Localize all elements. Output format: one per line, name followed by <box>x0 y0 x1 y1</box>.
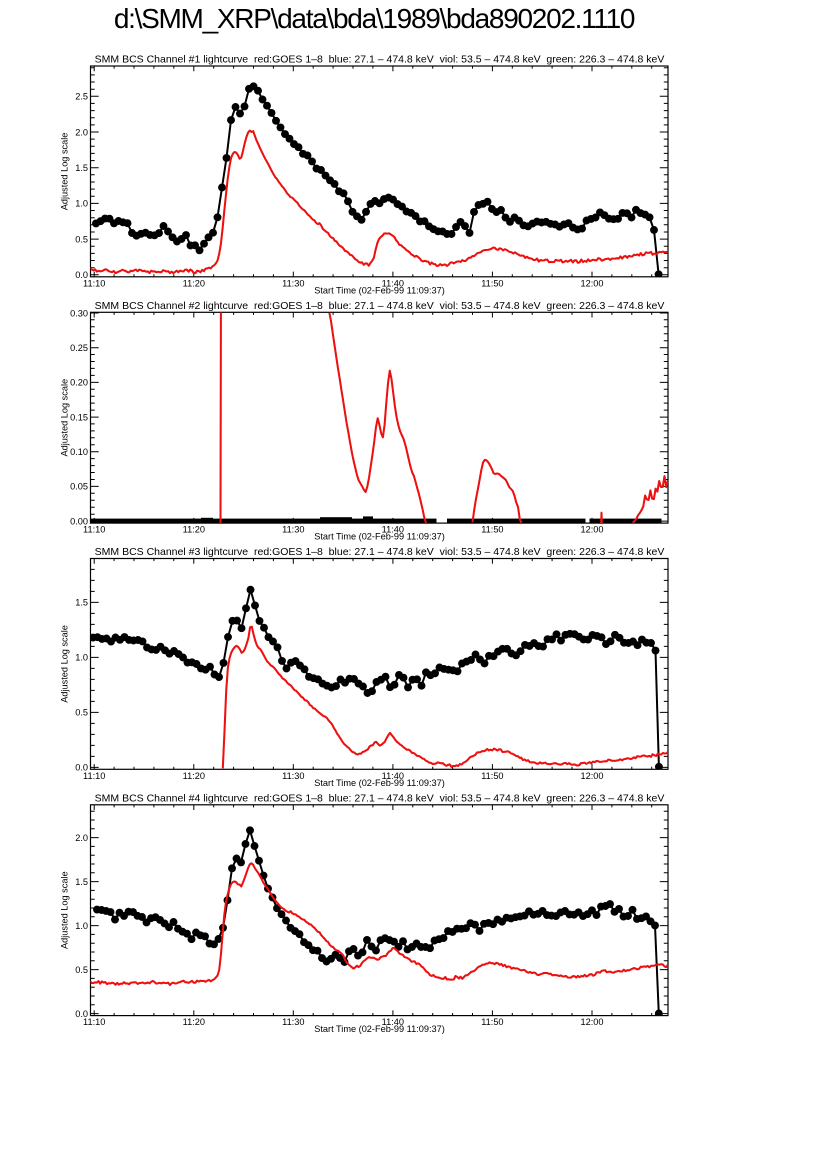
svg-text:0.0: 0.0 <box>75 1009 88 1019</box>
svg-text:11:10: 11:10 <box>83 771 105 781</box>
svg-text:11:40: 11:40 <box>382 278 404 288</box>
svg-text:11:30: 11:30 <box>282 1017 304 1027</box>
svg-text:1.5: 1.5 <box>75 877 88 887</box>
svg-text:SMM BCS Channel #4 lightcurve: SMM BCS Channel #4 lightcurve red:GOES 1… <box>95 792 665 804</box>
svg-text:11:50: 11:50 <box>481 525 503 535</box>
svg-text:11:20: 11:20 <box>183 1017 205 1027</box>
svg-text:SMM BCS Channel #2 lightcurve: SMM BCS Channel #2 lightcurve red:GOES 1… <box>95 300 665 312</box>
svg-text:Start Time (02-Feb-99 11:09:37: Start Time (02-Feb-99 11:09:37) <box>314 532 445 542</box>
svg-text:Adjusted Log scale: Adjusted Log scale <box>60 871 70 949</box>
svg-text:11:30: 11:30 <box>282 278 304 288</box>
svg-text:0.20: 0.20 <box>70 378 88 388</box>
svg-text:11:20: 11:20 <box>183 278 205 288</box>
svg-text:0.10: 0.10 <box>70 447 88 457</box>
svg-text:11:50: 11:50 <box>481 1017 503 1027</box>
svg-text:2.0: 2.0 <box>75 833 88 843</box>
svg-text:11:10: 11:10 <box>83 525 105 535</box>
svg-text:0.0: 0.0 <box>75 270 88 280</box>
svg-text:12:00: 12:00 <box>581 278 604 288</box>
svg-text:12:00: 12:00 <box>581 1017 604 1027</box>
svg-text:0.5: 0.5 <box>75 965 88 975</box>
svg-text:12:00: 12:00 <box>581 525 604 535</box>
svg-text:1.0: 1.0 <box>75 921 88 931</box>
svg-text:1.5: 1.5 <box>75 163 88 173</box>
svg-text:0.30: 0.30 <box>70 308 88 318</box>
svg-text:1.0: 1.0 <box>75 653 88 663</box>
svg-text:0.5: 0.5 <box>75 234 88 244</box>
svg-text:0.25: 0.25 <box>70 343 88 353</box>
svg-text:11:40: 11:40 <box>382 771 404 781</box>
svg-text:d:\SMM_XRP\data\bda\1989\bda89: d:\SMM_XRP\data\bda\1989\bda890202.1110 <box>114 3 635 34</box>
svg-text:12:00: 12:00 <box>581 771 604 781</box>
svg-text:11:10: 11:10 <box>83 278 105 288</box>
svg-text:2.0: 2.0 <box>75 127 88 137</box>
svg-text:1.5: 1.5 <box>75 598 88 608</box>
svg-text:Adjusted Log scale: Adjusted Log scale <box>60 379 70 457</box>
svg-text:Start Time (02-Feb-99 11:09:37: Start Time (02-Feb-99 11:09:37) <box>314 778 445 788</box>
svg-text:0.15: 0.15 <box>70 412 88 422</box>
svg-text:11:50: 11:50 <box>481 278 503 288</box>
svg-text:0.05: 0.05 <box>70 482 88 492</box>
svg-text:SMM BCS Channel #1 lightcurve: SMM BCS Channel #1 lightcurve red:GOES 1… <box>95 54 665 66</box>
svg-text:11:20: 11:20 <box>183 525 205 535</box>
svg-text:SMM BCS Channel #3 lightcurve: SMM BCS Channel #3 lightcurve red:GOES 1… <box>95 546 665 558</box>
svg-text:0.5: 0.5 <box>75 708 88 718</box>
svg-text:1.0: 1.0 <box>75 199 88 209</box>
svg-text:Adjusted Log scale: Adjusted Log scale <box>60 625 70 703</box>
svg-text:11:40: 11:40 <box>382 525 404 535</box>
svg-text:11:30: 11:30 <box>282 525 304 535</box>
svg-text:0.0: 0.0 <box>75 763 88 773</box>
svg-text:11:30: 11:30 <box>282 771 304 781</box>
svg-text:11:10: 11:10 <box>83 1017 105 1027</box>
svg-text:Start Time (02-Feb-99 11:09:37: Start Time (02-Feb-99 11:09:37) <box>314 1024 445 1034</box>
svg-text:Start Time (02-Feb-99 11:09:37: Start Time (02-Feb-99 11:09:37) <box>314 285 445 295</box>
svg-text:11:50: 11:50 <box>481 771 503 781</box>
svg-text:11:20: 11:20 <box>183 771 205 781</box>
svg-text:Adjusted Log scale: Adjusted Log scale <box>60 133 70 211</box>
svg-text:2.5: 2.5 <box>75 92 88 102</box>
svg-text:0.00: 0.00 <box>70 516 88 526</box>
svg-text:11:40: 11:40 <box>382 1017 404 1027</box>
